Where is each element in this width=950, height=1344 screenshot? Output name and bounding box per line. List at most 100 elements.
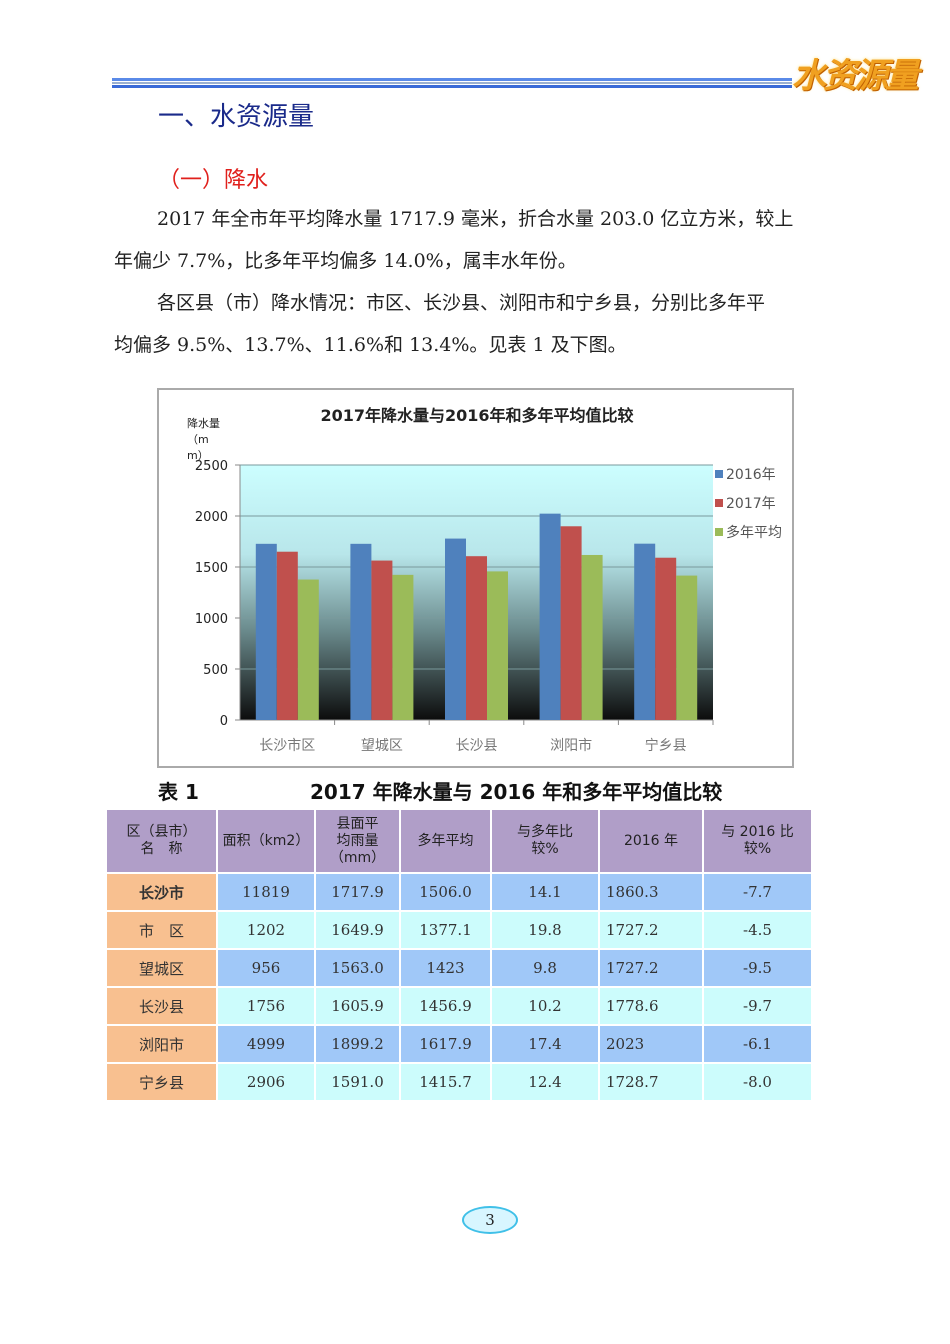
table-cell: 1778.6 [598,986,704,1026]
table-cell: -7.7 [702,872,813,912]
table-row: 望城区 956 1563.0 1423 9.8 1727.2 -9.5 [105,948,813,988]
header-rule [112,85,792,88]
region-name-cell: 望城区 [105,948,218,988]
table-cell: 1728.7 [598,1062,704,1102]
column-header: 多年平均 [399,808,492,874]
table-title: 2017 年降水量与 2016 年和多年平均值比较 [310,780,723,804]
bar-chart: 2017年降水量与2016年和多年平均值比较 0 500 1000 1500 2000 2… [195,406,782,754]
column-header: 2016 年 [598,808,704,874]
bar [676,575,698,720]
table-cell: 2906 [216,1062,316,1102]
subsection-title: （一）降水 [158,168,269,193]
bar [466,556,487,720]
table-cell: 17.4 [490,1024,600,1064]
table-cell: 1756 [216,986,316,1026]
column-header: 县面平 均雨量 （mm） [314,808,401,874]
bar [371,560,393,720]
section-title: 一、水资源量 [158,102,315,132]
table-cell: 1377.1 [399,910,492,950]
bar [560,526,582,720]
table-cell: 1899.2 [314,1024,401,1064]
table-cell: -6.1 [702,1024,813,1064]
region-name-cell: 长沙县 [105,986,218,1026]
bar [634,543,656,720]
legend-swatch [715,470,723,478]
bar [487,571,508,720]
table-cell: 1860.3 [598,872,704,912]
legend-swatch [715,528,723,536]
header-logo: 水资源量 [792,56,919,96]
column-header: 区（县市） 名 称 [105,808,218,874]
table-cell: 1605.9 [314,986,401,1026]
table-cell: 1423 [399,948,492,988]
bar [539,513,561,720]
x-tick-label: 浏阳市 [550,737,592,754]
y-tick-label: 0 [220,714,228,729]
y-tick-label: 500 [203,663,228,678]
precipitation-table: 区（县市） 名 称面积（km2） 县面平 均雨量 （mm） 多年平均 与多年比 较% 2… [105,808,813,1102]
bar [297,579,319,720]
header-rule [112,82,792,84]
table-cell: -4.5 [702,910,813,950]
table-cell: 1202 [216,910,316,950]
paragraph-line: 各区县（市）降水情况：市区、长沙县、浏阳市和宁乡县，分别比多年平 [157,292,766,314]
table-row: 宁乡县 2906 1591.0 1415.7 12.4 1728.7 -8.0 [105,1062,813,1102]
table-cell: -8.0 [702,1062,813,1102]
x-tick-label: 望城区 [361,738,403,754]
table-row: 浏阳市 4999 1899.2 1617.9 17.4 2023 -6.1 [105,1024,813,1064]
bar [392,574,414,720]
column-header: 与 2016 比 较% [702,808,813,874]
legend-label: 2016年 [726,467,776,483]
chart-container: 2017年降水量与2016年和多年平均值比较 0 500 1000 1500 2000 2… [157,388,794,768]
table-cell: 19.8 [490,910,600,950]
legend-label: 多年平均 [726,524,782,541]
table-cell: 14.1 [490,872,600,912]
table-label: 表 1 [158,780,199,804]
bar [255,543,277,720]
bar [581,554,603,720]
header-rule [112,78,792,81]
region-name-cell: 市 区 [105,910,218,950]
table-row: 长沙市 11819 1717.9 1506.0 14.1 1860.3 -7.7 [105,872,813,912]
y-tick-label: 1000 [195,612,228,627]
table-cell: 11819 [216,872,316,912]
table-cell: 1415.7 [399,1062,492,1102]
bar [445,538,466,720]
table-cell: -9.7 [702,986,813,1026]
table-cell: 1649.9 [314,910,401,950]
region-name-cell: 长沙市 [105,872,218,912]
table-cell: 1506.0 [399,872,492,912]
table-cell: 1727.2 [598,948,704,988]
legend-swatch [715,499,723,507]
paragraph-line: 均偏多 9.5%、13.7%、11.6%和 13.4%。见表 1 及下图。 [114,334,627,356]
bar [276,551,298,720]
table-cell: 2023 [598,1024,704,1064]
table-row: 市 区 1202 1649.9 1377.1 19.8 1727.2 -4.5 [105,910,813,950]
bar [350,543,372,720]
table-row: 长沙县 1756 1605.9 1456.9 10.2 1778.6 -9.7 [105,986,813,1026]
column-header: 与多年比 较% [490,808,600,874]
x-tick-label: 宁乡县 [645,737,687,754]
x-tick-label: 长沙县 [456,738,498,754]
legend-label: 2017年 [726,496,776,512]
table-cell: 1563.0 [314,948,401,988]
table-cell: 9.8 [490,948,600,988]
paragraph-line: 2017 年全市年平均降水量 1717.9 毫米，折合水量 203.0 亿立方米… [157,208,794,230]
table-cell: 12.4 [490,1062,600,1102]
paragraph-line: 年偏少 7.7%，比多年平均偏多 14.0%，属丰水年份。 [114,250,577,272]
region-name-cell: 浏阳市 [105,1024,218,1064]
table-cell: 1617.9 [399,1024,492,1064]
y-axis-label: 降水量（mm） [187,417,220,462]
page-number: 3 [462,1206,518,1234]
table-cell: -9.5 [702,948,813,988]
region-name-cell: 宁乡县 [105,1062,218,1102]
table-cell: 1717.9 [314,872,401,912]
table-cell: 1591.0 [314,1062,401,1102]
table-cell: 4999 [216,1024,316,1064]
y-tick-label: 2000 [195,510,228,525]
table-cell: 956 [216,948,316,988]
bar [655,557,677,720]
y-tick-label: 2500 [195,459,228,474]
y-tick-label: 1500 [195,561,228,576]
